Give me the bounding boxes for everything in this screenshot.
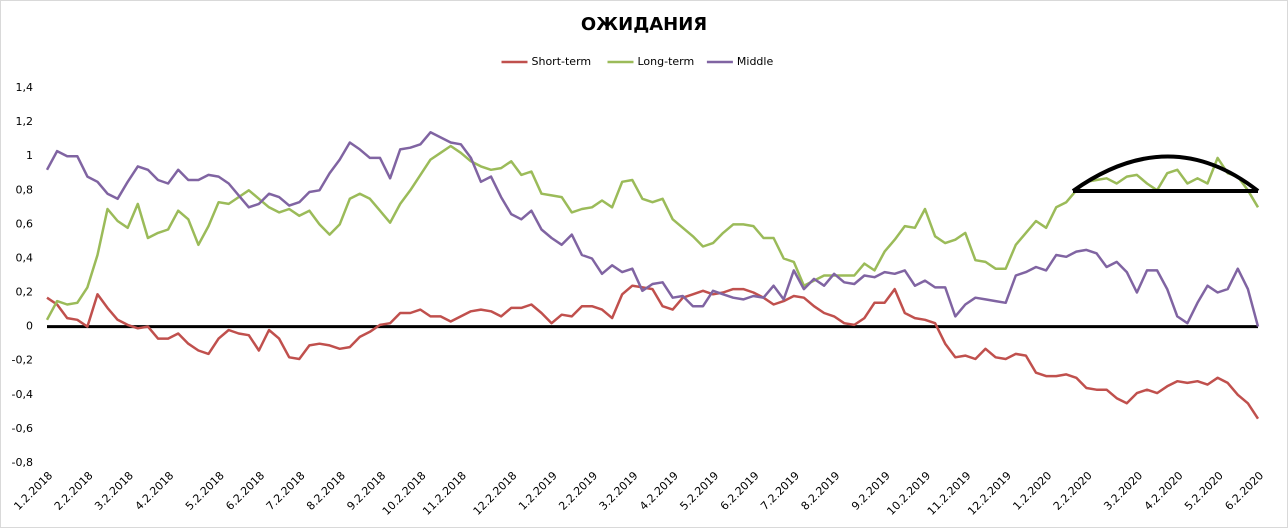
legend-label: Middle (737, 55, 774, 68)
annotation-arc (1071, 154, 1260, 193)
y-tick-label: 0,6 (16, 217, 34, 230)
series-line (45, 144, 1260, 321)
y-tick-label: 1,4 (16, 81, 34, 94)
y-tick-label: 1 (26, 149, 33, 162)
series-line (45, 131, 1260, 327)
y-tick-label: -0,4 (12, 388, 33, 401)
legend-label: Long-term (638, 55, 695, 68)
y-tick-label: 0,8 (16, 183, 34, 196)
y-tick-label: 0,4 (16, 251, 34, 264)
legend: Short-term Long-term Middle (501, 55, 774, 68)
y-tick-label: 1,2 (16, 115, 34, 128)
annotation-shape (1071, 154, 1260, 193)
legend-label: Short-term (532, 55, 592, 68)
y-tick-label: -0,8 (12, 456, 33, 469)
y-tick-label: 0,2 (16, 286, 34, 299)
y-tick-label: -0,2 (12, 354, 33, 367)
y-tick-label: -0,6 (12, 422, 33, 435)
series-line (46, 284, 1260, 420)
chart-title: ОЖИДАНИЯ (581, 14, 707, 35)
y-tick-label: 0 (26, 320, 33, 333)
